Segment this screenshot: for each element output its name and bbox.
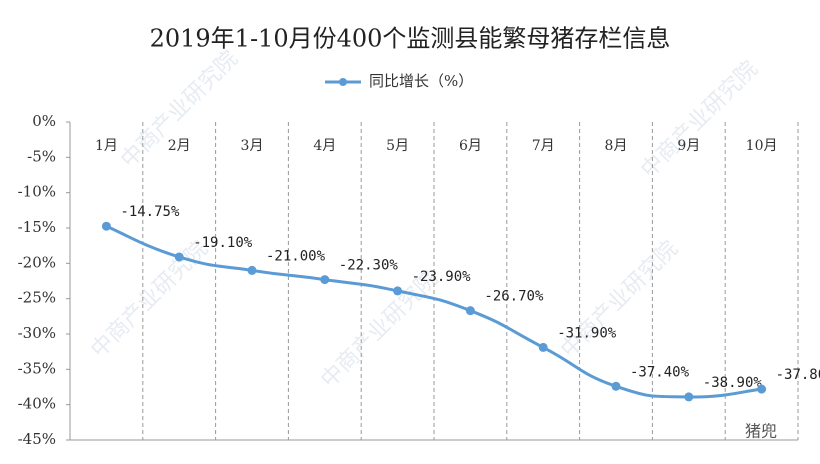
y-tick-label: -35% [18,359,56,377]
y-tick-label: -45% [18,430,56,448]
legend-marker [339,78,347,86]
y-tick-label: -30% [18,324,56,342]
y-tick-label: -40% [18,395,56,413]
data-label: -19.10% [193,235,253,251]
category-label: 9月 [677,138,700,154]
category-label: 2月 [168,138,191,154]
category-label: 5月 [386,138,409,154]
y-tick-label: -15% [18,218,56,236]
data-label: -22.30% [339,258,399,274]
category-label: 7月 [532,138,555,154]
y-tick-label: 0% [32,112,56,130]
series-line [105,224,762,399]
data-label: -37.40% [630,364,690,380]
point [757,384,767,394]
category-label: 10月 [746,138,778,154]
category-label: 3月 [241,138,264,154]
y-tick-label: -25% [18,289,56,307]
y-tick-label: -5% [27,147,56,165]
data-label: -38.90% [703,375,763,391]
point [320,275,330,285]
category-label: 6月 [459,138,482,154]
point [611,381,621,391]
point [538,342,548,352]
point [247,265,257,275]
y-tick-label: -20% [18,253,56,271]
point [684,392,694,402]
data-label: -37.80% [776,367,820,383]
category-label: 4月 [313,138,336,154]
point [393,286,403,296]
data-label: -21.00% [266,248,326,264]
point [174,252,184,262]
data-label: -31.90% [557,325,617,341]
point [101,221,111,231]
category-label: 8月 [605,138,628,154]
chart-title: 2019年1-10月份400个监测县能繁母猪存栏信息 [150,25,671,53]
point [465,306,475,316]
legend-label: 同比增长（%） [369,72,473,90]
data-label: -14.75% [120,204,180,220]
category-label: 1月 [95,138,118,154]
credit: 猪兜 [745,422,777,441]
data-label: -26.70% [484,289,544,305]
y-tick-label: -10% [18,183,56,201]
data-label: -23.90% [412,269,472,285]
